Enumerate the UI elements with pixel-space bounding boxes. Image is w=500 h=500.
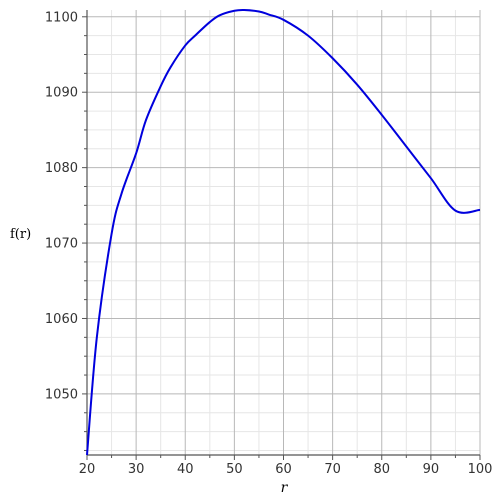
y-tick-label: 1080 [45, 161, 78, 176]
x-tick-label: 70 [324, 462, 341, 477]
tick-labels: 20 30 40 50 60 70 80 90 100 1050 1060 1070 1080 1090 1… [45, 10, 493, 477]
series-line-f-r [86, 8, 481, 456]
y-axis-label: f(r) [10, 227, 31, 242]
x-tick-label: 50 [226, 462, 243, 477]
x-tick-label: 90 [423, 462, 440, 477]
y-tick-label: 1090 [45, 86, 78, 101]
tick-marks [82, 16, 481, 460]
x-tick-label: 20 [79, 462, 96, 477]
x-tick-label: 100 [468, 462, 493, 477]
y-tick-label: 1070 [45, 237, 78, 252]
x-axis-label: r [281, 480, 289, 496]
x-tick-label: 60 [275, 462, 292, 477]
y-tick-label: 1100 [45, 10, 78, 25]
x-tick-label: 40 [177, 462, 194, 477]
x-tick-label: 30 [128, 462, 145, 477]
x-tick-label: 80 [373, 462, 390, 477]
y-tick-label: 1060 [45, 312, 78, 327]
y-tick-label: 1050 [45, 387, 78, 402]
major-grid [87, 10, 481, 455]
